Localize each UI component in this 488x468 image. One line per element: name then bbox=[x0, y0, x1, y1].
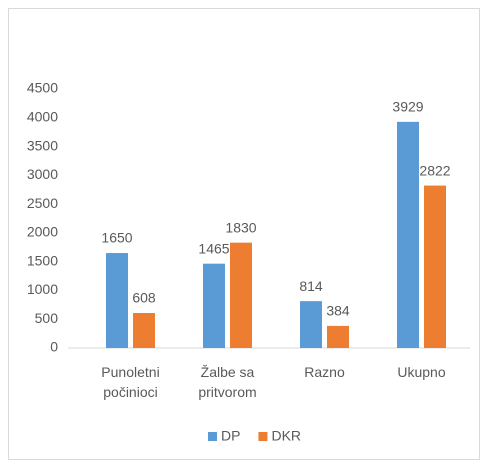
y-tick-label: 2500 bbox=[27, 195, 58, 211]
data-label: 1830 bbox=[225, 219, 256, 235]
y-tick-label: 1000 bbox=[27, 281, 58, 297]
legend-label: DKR bbox=[271, 428, 301, 444]
legend-swatch bbox=[208, 432, 217, 441]
legend-swatch bbox=[258, 432, 268, 441]
y-tick-label: 4500 bbox=[27, 80, 58, 96]
x-tick-label: Punoletni počinioci bbox=[101, 364, 160, 400]
bar bbox=[203, 263, 225, 348]
y-tick-label: 3000 bbox=[27, 166, 58, 182]
y-tick-label: 3500 bbox=[27, 137, 58, 153]
bar bbox=[230, 242, 252, 348]
bar bbox=[106, 253, 128, 348]
data-label: 3929 bbox=[392, 99, 423, 115]
y-tick-label: 2000 bbox=[27, 224, 58, 240]
y-tick-label: 4000 bbox=[27, 108, 58, 124]
x-tick-label: Razno bbox=[304, 364, 345, 380]
data-label: 384 bbox=[326, 303, 350, 319]
y-tick-label: 1500 bbox=[27, 252, 58, 268]
bar bbox=[300, 301, 322, 348]
bar bbox=[133, 313, 155, 348]
x-tick-label: Ukupno bbox=[397, 364, 446, 380]
data-label: 1650 bbox=[101, 230, 132, 246]
y-tick-label: 0 bbox=[50, 339, 58, 355]
bar bbox=[424, 185, 446, 348]
data-label: 814 bbox=[299, 278, 323, 294]
x-tick-label: Žalbe sa pritvorom bbox=[198, 364, 257, 400]
y-tick-label: 500 bbox=[35, 310, 59, 326]
data-label: 2822 bbox=[419, 162, 450, 178]
bar bbox=[397, 121, 419, 348]
data-label: 608 bbox=[132, 290, 156, 306]
bar bbox=[327, 325, 349, 348]
data-label: 1465 bbox=[198, 240, 229, 256]
legend-label: DP bbox=[221, 428, 240, 444]
